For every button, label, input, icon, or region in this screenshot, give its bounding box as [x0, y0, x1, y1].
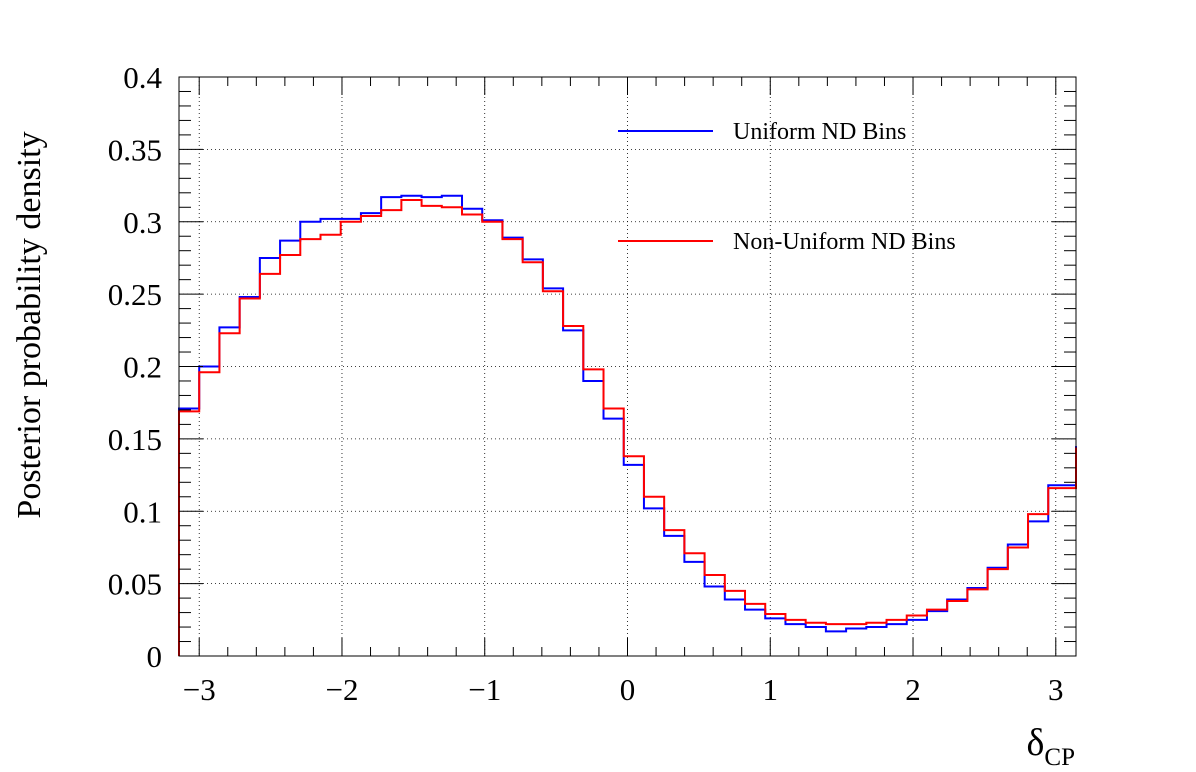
y-tick-label: 0.35 — [108, 132, 162, 167]
y-tick-label: 0.2 — [123, 350, 162, 385]
x-tick-label: −3 — [183, 672, 216, 707]
x-axis-title-subscript: CP — [1044, 744, 1075, 771]
y-axis-title: Posterior probability density — [11, 131, 48, 518]
x-tick-label: −1 — [468, 672, 501, 707]
legend: Uniform ND Bins Non-Uniform ND Bins — [618, 119, 956, 255]
y-tick-label: 0 — [147, 639, 163, 674]
x-tick-label: 3 — [1048, 672, 1064, 707]
x-axis-title: δCP — [1027, 722, 1076, 771]
series-non-uniform-line — [177, 199, 1077, 656]
x-axis-title-main: δ — [1027, 722, 1045, 764]
legend-label-non-uniform: Non-Uniform ND Bins — [733, 229, 956, 255]
y-tick-label: 0.15 — [108, 422, 162, 457]
x-tick-label: 2 — [905, 672, 921, 707]
grid-lines — [179, 77, 1076, 656]
axis-ticks — [179, 76, 1076, 657]
y-tick-label: 0.05 — [108, 567, 162, 602]
series-layer — [177, 194, 1077, 656]
y-tick-label: 0.25 — [108, 277, 162, 312]
x-tick-label: −2 — [325, 672, 358, 707]
series-uniform-line — [177, 194, 1077, 656]
y-tick-label: 0.1 — [123, 494, 162, 529]
x-tick-label: 0 — [620, 672, 636, 707]
y-tick-label: 0.4 — [123, 60, 162, 95]
y-tick-label: 0.3 — [123, 205, 162, 240]
x-tick-label: 1 — [763, 672, 779, 707]
tick-labels: −3 −2 −1 0 1 2 3 0 0.05 0.1 0.15 0.2 0.25 0.3 0.35 0.4 — [108, 60, 1064, 707]
legend-label-uniform: Uniform ND Bins — [733, 119, 906, 145]
